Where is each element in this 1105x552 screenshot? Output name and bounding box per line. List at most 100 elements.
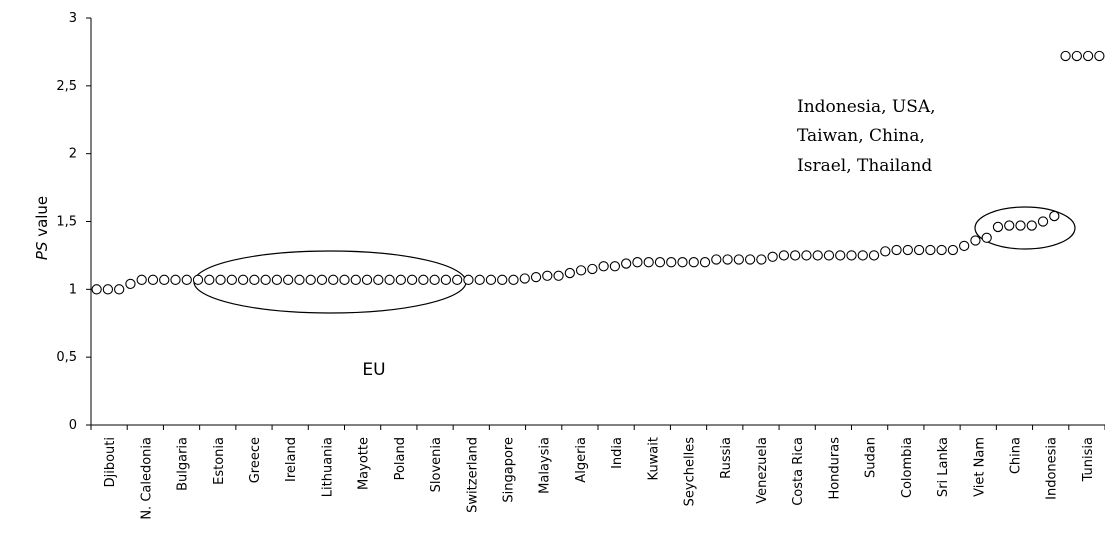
x-tick-label: Greece (248, 437, 263, 483)
data-point (778, 250, 790, 261)
data-point (102, 284, 114, 295)
data-point (575, 265, 587, 276)
data-point (452, 274, 463, 285)
data-point (835, 250, 846, 261)
data-point (981, 232, 992, 243)
data-point (959, 240, 970, 252)
group-ellipse (974, 206, 1076, 250)
y-tick-label: 1 (69, 282, 77, 297)
data-point (316, 274, 328, 285)
x-tick-label: Ireland (284, 437, 299, 482)
data-point (159, 274, 170, 285)
data-point (1026, 220, 1037, 231)
data-points (91, 50, 1105, 295)
data-point (350, 274, 361, 285)
y-tick-label: 2,5 (56, 79, 77, 94)
data-point (294, 274, 305, 285)
x-tick-label: Honduras (827, 437, 842, 500)
x-tick-label: Switzerland (465, 437, 480, 513)
data-point (530, 271, 542, 283)
data-point (361, 274, 373, 285)
data-point (913, 244, 925, 256)
data-point (181, 274, 192, 285)
data-point (305, 274, 316, 285)
data-point (598, 261, 609, 272)
y-axis-title-italic: PS (33, 241, 51, 260)
data-point (283, 274, 294, 285)
data-point (114, 284, 125, 295)
data-point (880, 246, 891, 257)
data-point (621, 258, 632, 269)
data-point (632, 257, 643, 268)
x-tick-label: Kuwait (646, 437, 661, 480)
axes (86, 17, 1105, 430)
data-point (711, 254, 722, 265)
data-point (373, 274, 384, 285)
data-point (260, 274, 271, 285)
data-point (237, 274, 249, 285)
data-point (249, 274, 260, 285)
x-tick-label: Viet Nam (972, 437, 987, 497)
data-point (902, 244, 913, 256)
data-point (91, 284, 102, 295)
x-tick-label: Russia (719, 437, 734, 479)
data-point (643, 257, 654, 268)
y-axis-title: PS value (33, 196, 51, 260)
x-tick-label: Lithuania (320, 437, 335, 497)
x-tick-label: Singapore (501, 437, 516, 503)
data-point (677, 257, 688, 268)
y-axis-title-rest: value (33, 196, 51, 242)
data-point (1037, 216, 1049, 227)
data-point (170, 274, 181, 285)
x-tick-label: Sudan (864, 437, 879, 478)
x-tick-label: Indonesia (1045, 437, 1060, 500)
data-point (147, 274, 159, 285)
data-point (722, 254, 733, 265)
data-point (857, 250, 868, 261)
group-annotation-line-2: Taiwan, China, (797, 126, 925, 146)
data-point (215, 274, 226, 285)
data-point (1082, 50, 1094, 62)
x-tick-label: Djibouti (103, 437, 118, 487)
data-point (406, 274, 418, 285)
x-tick-label: Poland (393, 437, 408, 480)
x-tick-label: Seychelles (683, 437, 698, 507)
data-point (1060, 50, 1071, 62)
data-point (733, 254, 744, 265)
data-point (970, 235, 981, 246)
data-point (756, 254, 767, 265)
data-point (192, 274, 204, 285)
data-point (136, 274, 147, 285)
x-tick-label: Malaysia (538, 437, 553, 494)
data-point (801, 250, 812, 261)
x-tick-label: China (1008, 437, 1023, 474)
data-point (891, 244, 902, 256)
data-point (812, 250, 823, 261)
data-point (125, 278, 136, 290)
data-point (440, 274, 452, 285)
y-tick-label: 2 (69, 147, 77, 162)
data-point (609, 261, 621, 272)
data-point (553, 270, 564, 281)
data-point (497, 274, 508, 285)
x-tick-label: Sri Lanka (936, 437, 951, 497)
data-point (474, 274, 485, 285)
data-point (564, 267, 575, 279)
data-point (429, 274, 440, 285)
group-annotation-line-3: Israel, Thailand (797, 156, 932, 176)
x-tick-label: Mayotte (357, 437, 372, 490)
data-point (395, 274, 406, 285)
x-tick-label: Venezuela (755, 437, 770, 504)
data-point (688, 257, 699, 268)
y-tick-label: 0,5 (56, 350, 77, 365)
data-point (654, 257, 666, 268)
x-tick-label: N. Caledonia (139, 437, 154, 520)
x-tick-label: Estonia (212, 437, 227, 485)
axis-labels: 0 0,5 1 1,5 2 2,5 3 Djibouti N. Caledonia Bulgari… (56, 11, 1096, 520)
data-point (790, 250, 801, 261)
data-point (1004, 220, 1015, 231)
eu-annotation: EU (362, 360, 385, 380)
data-point (666, 257, 677, 268)
